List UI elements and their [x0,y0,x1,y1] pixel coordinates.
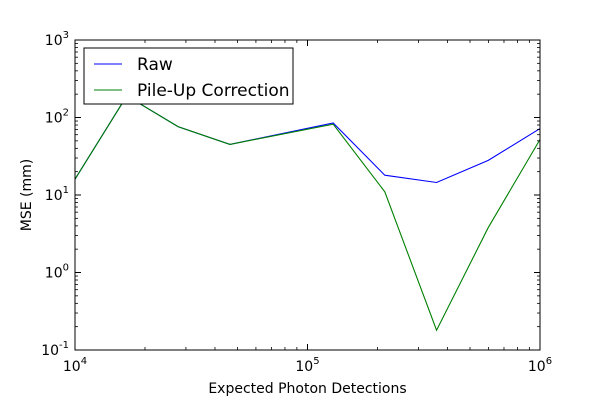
x-tick-label: 106 [528,356,552,375]
y-tick-label: 100 [45,263,69,282]
legend-label-0: Raw [137,55,173,75]
y-tick-label: 10-1 [41,340,69,359]
legend-box [83,47,294,105]
x-axis-label: Expected Photon Detections [208,381,406,397]
legend-label-1: Pile-Up Correction [137,81,290,101]
x-tick-label: 105 [295,356,319,375]
x-tick-label: 104 [63,356,87,375]
y-tick-label: 103 [45,30,69,49]
y-tick-label: 102 [45,108,69,127]
y-tick-label: 101 [45,185,69,204]
y-axis-label: MSE (mm) [19,159,35,231]
legend: Raw Pile-Up Correction [83,47,294,105]
ticks-layer: 104 105 106 10-1 100 101 102 103 [41,30,552,375]
